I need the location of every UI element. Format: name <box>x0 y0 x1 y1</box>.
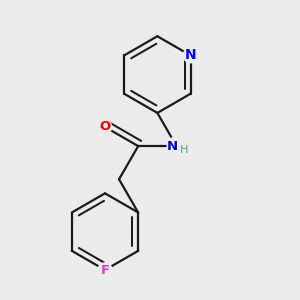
Circle shape <box>183 48 198 63</box>
Circle shape <box>167 137 186 155</box>
Text: H: H <box>180 145 188 155</box>
Text: O: O <box>99 120 111 134</box>
Text: N: N <box>185 48 197 62</box>
Text: N: N <box>167 140 178 153</box>
Circle shape <box>98 263 112 277</box>
Text: F: F <box>100 263 109 277</box>
Circle shape <box>98 120 112 134</box>
